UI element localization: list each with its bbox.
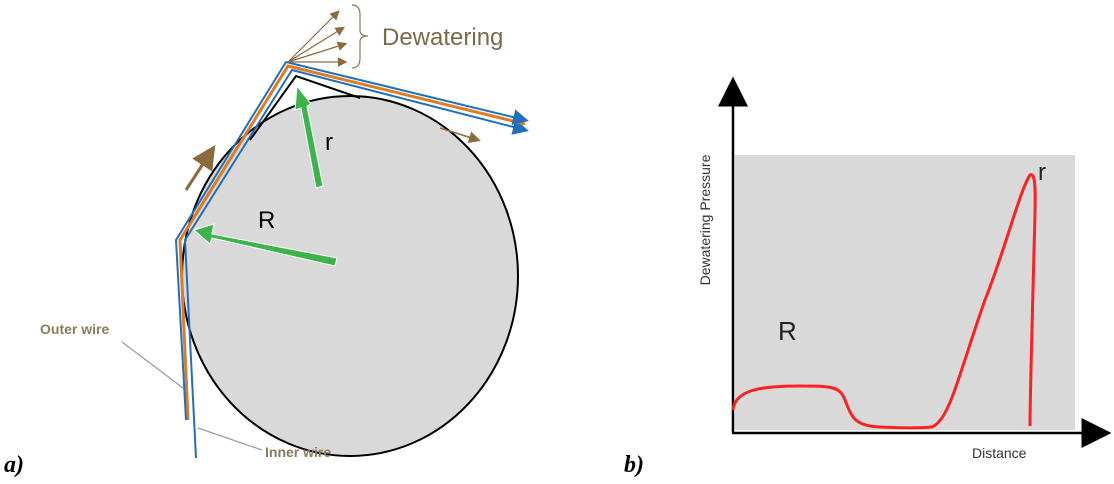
outer-wire-pointer [121,341,184,389]
contact-line [249,74,361,141]
x-axis-label: Distance [972,445,1027,461]
direction-arrow [184,144,216,191]
brace [351,4,369,69]
inner-wire-line [183,68,529,459]
y-axis-label: Dewatering Pressure [697,154,713,285]
panel-b: Dewatering Pressure Distance R r b) [624,76,1112,478]
inner-wire-pointer [197,427,263,451]
pulp-layer [178,64,526,421]
inner-wire-label: Inner wire [265,444,331,460]
small-radius-label: r [325,129,333,156]
panel-label: a) [4,452,24,478]
small-radius-arrow [294,84,324,189]
panel-a: Dewatering r R Outer wire Inner wire a) [4,4,529,478]
panel-label: b) [624,452,644,478]
small-radius-label: r [1038,159,1046,186]
dewatering-label: Dewatering [382,24,503,51]
large-radius-arrow [192,223,338,267]
pressure-curve [731,173,1037,430]
outer-wire-line [174,60,529,421]
large-radius-label: R [258,207,275,234]
outer-wire-label: Outer wire [40,321,109,337]
dewater-arrows [287,10,348,67]
plot-area [735,155,1075,430]
dewater-arrow [439,127,481,144]
large-radius-label: R [778,316,797,346]
